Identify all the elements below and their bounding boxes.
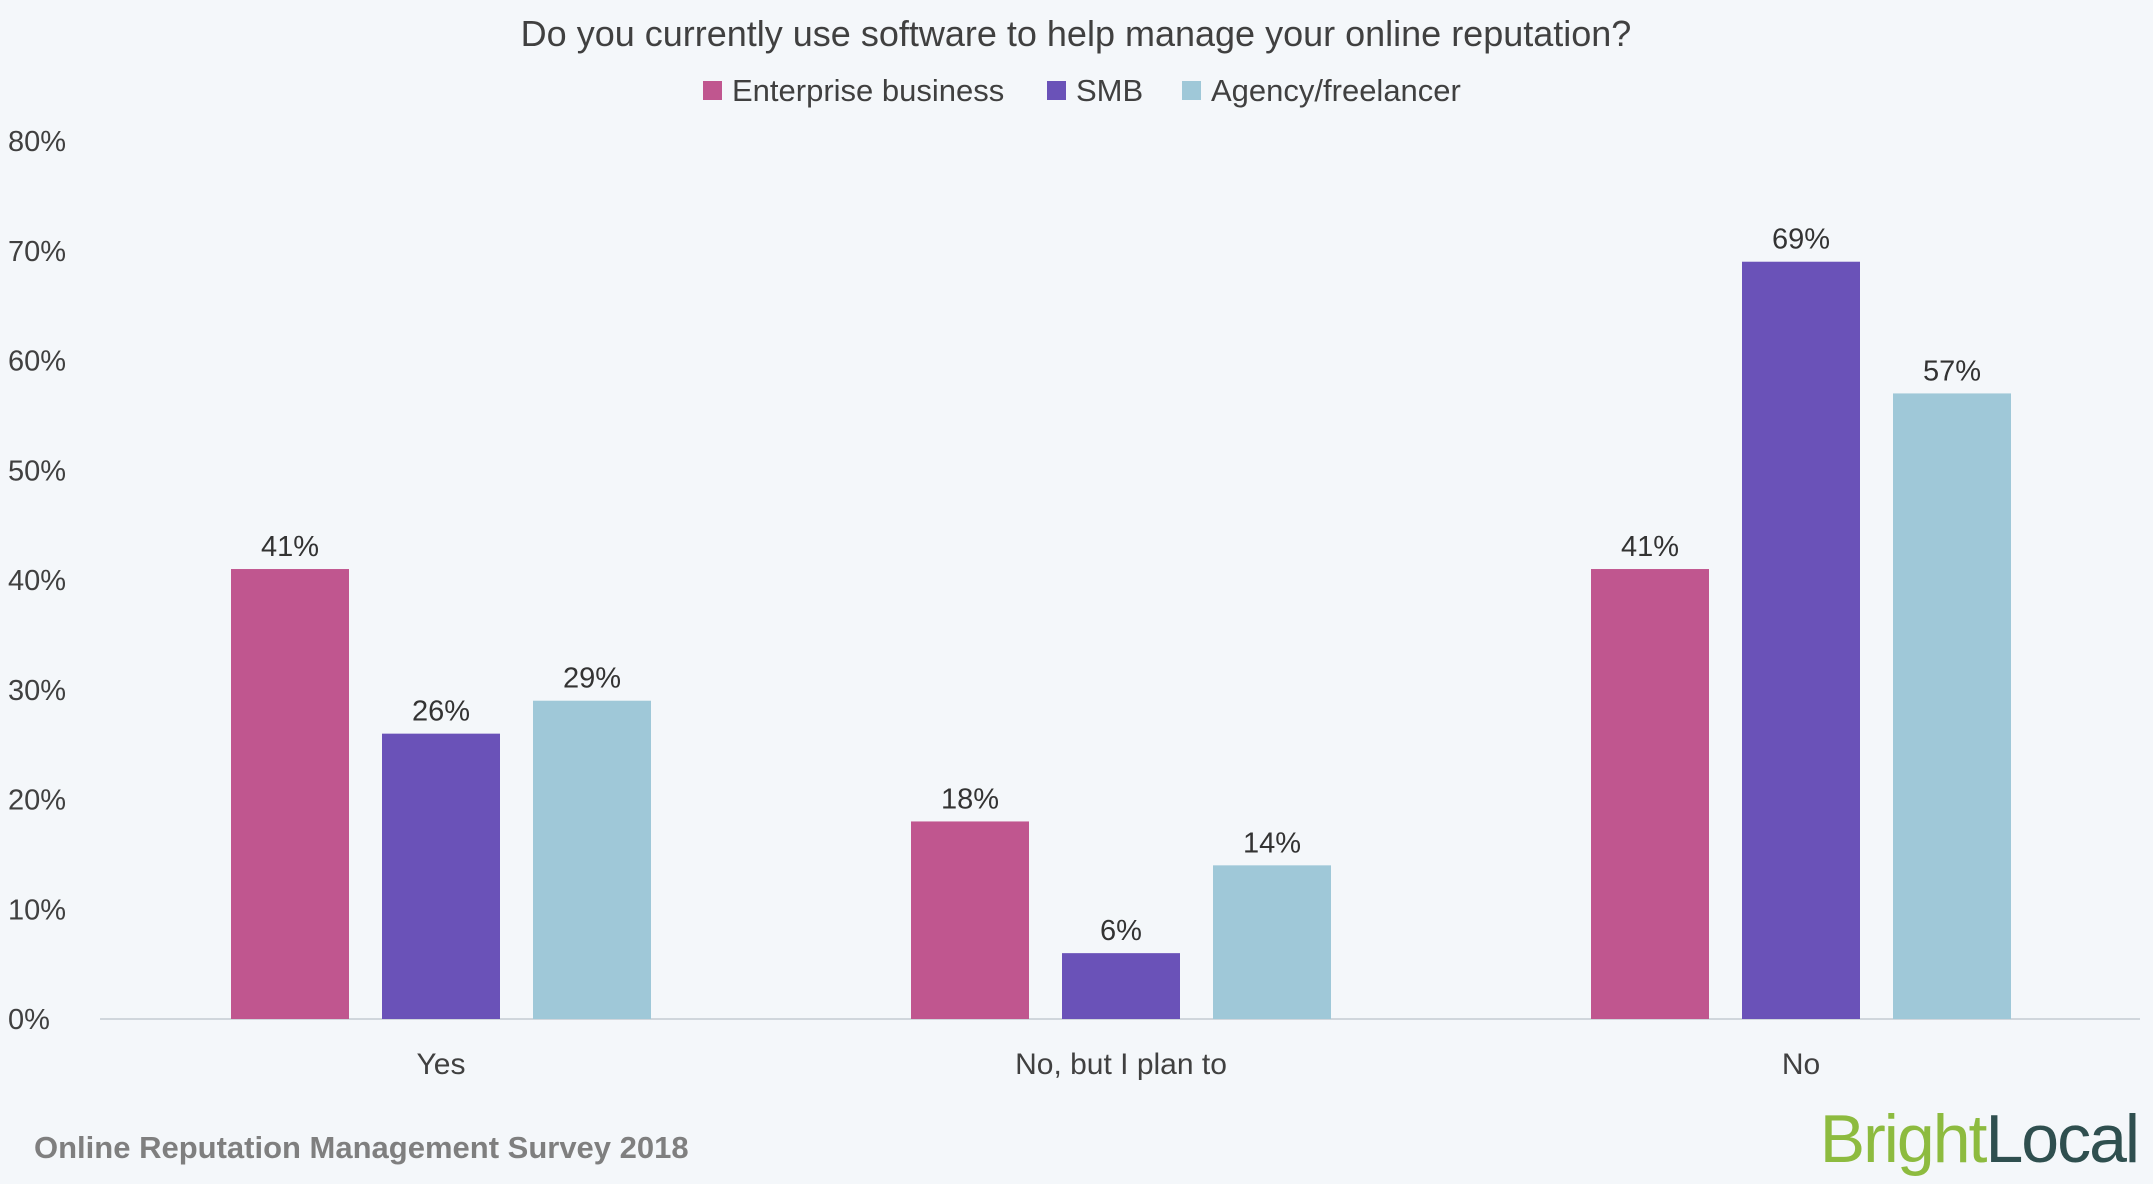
y-tick-label: 40% [8, 565, 66, 597]
y-tick-label: 70% [8, 236, 66, 268]
bar [1742, 261, 1860, 1020]
data-label: 41% [261, 531, 319, 563]
chart-title: Do you currently use software to help ma… [521, 13, 1632, 54]
y-tick-label: 80% [8, 126, 66, 158]
legend: Enterprise business SMB Agency/freelancer [703, 73, 1461, 108]
legend-swatch [703, 81, 722, 100]
data-label: 14% [1243, 827, 1301, 859]
legend-entry: SMB [1076, 73, 1143, 108]
data-label: 29% [563, 663, 621, 695]
legend-swatch [1182, 81, 1201, 100]
x-category-label: No, but I plan to [1015, 1048, 1227, 1081]
data-label: 6% [1100, 915, 1142, 947]
source-footer: Online Reputation Management Survey 2018 [34, 1130, 689, 1165]
data-label: 26% [412, 696, 470, 728]
y-tick-label: 20% [8, 785, 66, 817]
x-category-label: No [1782, 1048, 1820, 1081]
y-tick-label: 30% [8, 675, 66, 707]
bars-group: 41% 26% 29% 18% 6% 14% 41% 69% 57% [231, 224, 2011, 1020]
bar [1062, 953, 1180, 1019]
legend-entry: Enterprise business [732, 73, 1004, 108]
data-label: 41% [1621, 531, 1679, 563]
data-label: 18% [941, 783, 999, 815]
y-tick-label: 10% [8, 894, 66, 926]
brightlocal-logo: BrightLocal [1820, 1101, 2138, 1177]
y-tick-label: 50% [8, 455, 66, 487]
data-label: 57% [1923, 355, 1981, 387]
x-category-label: Yes [417, 1048, 466, 1081]
bar [382, 733, 500, 1019]
y-tick-label: 60% [8, 346, 66, 378]
x-axis: Yes No, but I plan to No [417, 1048, 1821, 1081]
bar [231, 569, 349, 1019]
bar [533, 700, 651, 1019]
legend-entry: Agency/freelancer [1211, 73, 1461, 108]
y-tick-label: 0% [8, 1004, 50, 1036]
legend-swatch [1047, 81, 1066, 100]
bar [1893, 393, 2011, 1019]
y-axis: 0% 10% 20% 30% 40% 50% 60% 70% 80% [8, 126, 66, 1036]
bar [911, 821, 1029, 1019]
bar [1591, 569, 1709, 1019]
bar [1213, 865, 1331, 1019]
data-label: 69% [1772, 224, 1830, 256]
